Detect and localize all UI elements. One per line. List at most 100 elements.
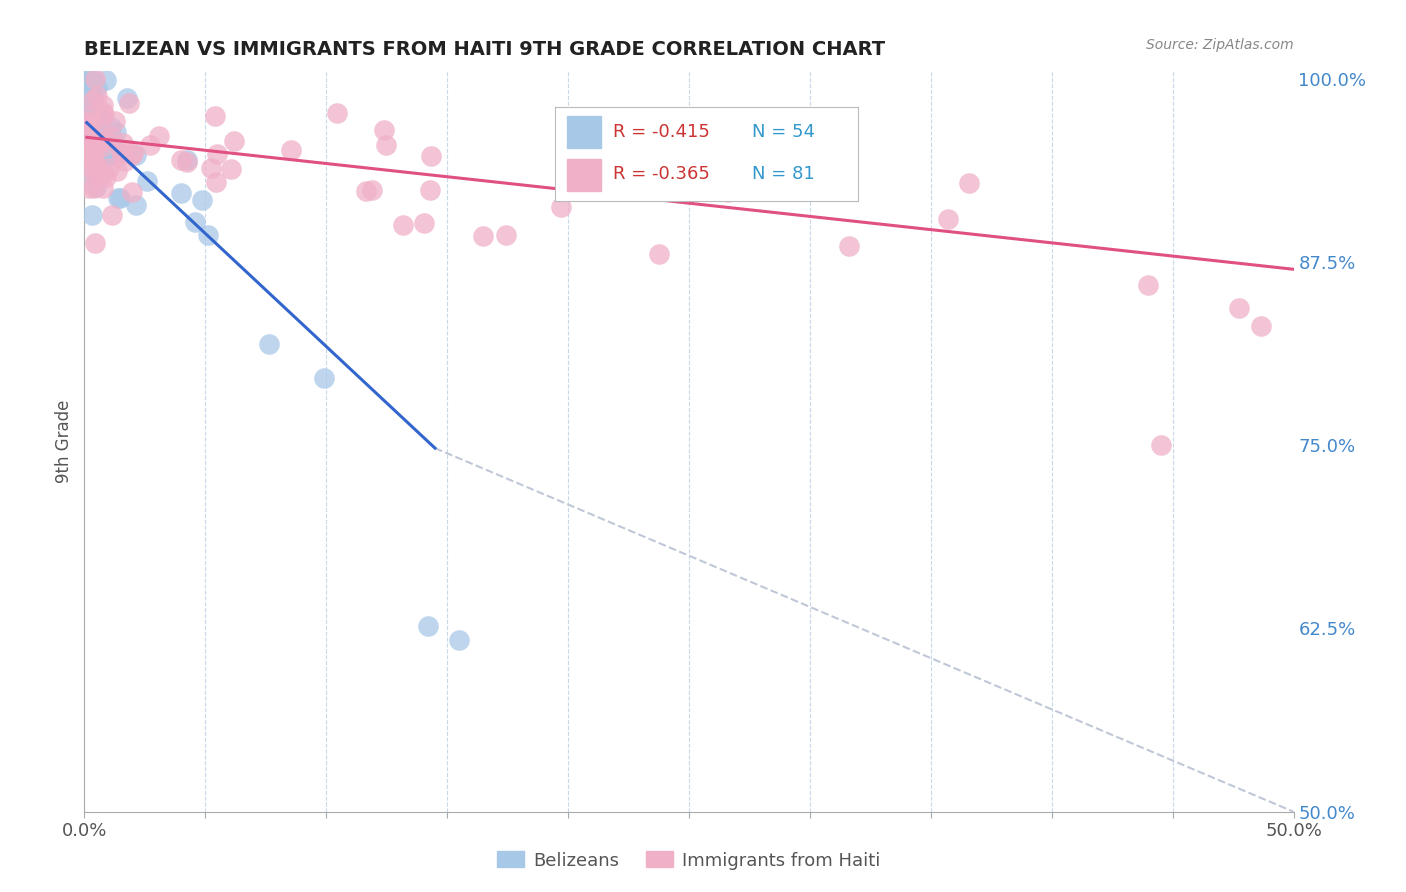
Point bbox=[93, 108, 115, 122]
Legend: Belizeans, Immigrants from Haiti: Belizeans, Immigrants from Haiti bbox=[489, 844, 889, 877]
Point bbox=[80, 146, 103, 161]
Point bbox=[82, 115, 104, 129]
Point bbox=[100, 136, 122, 151]
Point bbox=[82, 93, 104, 107]
Point bbox=[89, 125, 111, 139]
Point bbox=[83, 142, 105, 156]
Point bbox=[82, 132, 104, 146]
Point bbox=[110, 146, 132, 161]
Point bbox=[1149, 438, 1171, 452]
Point bbox=[76, 140, 98, 154]
Point bbox=[101, 146, 124, 161]
Point bbox=[360, 183, 382, 197]
Point bbox=[76, 119, 98, 133]
Point bbox=[82, 89, 104, 103]
Point bbox=[94, 73, 117, 87]
Point bbox=[90, 140, 112, 154]
Point bbox=[84, 180, 107, 194]
Point bbox=[86, 79, 108, 94]
Point bbox=[717, 185, 740, 199]
Point bbox=[76, 104, 98, 119]
Text: R = -0.365: R = -0.365 bbox=[613, 166, 710, 184]
Point bbox=[100, 120, 122, 135]
Point bbox=[76, 115, 98, 129]
Point bbox=[76, 125, 98, 139]
Point bbox=[77, 181, 100, 195]
Point bbox=[114, 153, 136, 168]
Point bbox=[138, 138, 160, 153]
Point bbox=[77, 75, 100, 89]
Point bbox=[204, 175, 226, 189]
Point bbox=[96, 169, 118, 184]
Text: BELIZEAN VS IMMIGRANTS FROM HAITI 9TH GRADE CORRELATION CHART: BELIZEAN VS IMMIGRANTS FROM HAITI 9TH GR… bbox=[84, 39, 886, 59]
Point bbox=[416, 618, 439, 632]
Point bbox=[419, 183, 441, 197]
Point bbox=[80, 81, 103, 95]
Point bbox=[76, 145, 98, 160]
Point bbox=[80, 142, 103, 156]
Point bbox=[84, 158, 107, 172]
Point bbox=[79, 120, 101, 134]
Text: N = 54: N = 54 bbox=[752, 123, 815, 141]
Point bbox=[84, 147, 107, 161]
Point bbox=[472, 228, 495, 243]
Point bbox=[104, 114, 127, 128]
Point bbox=[86, 106, 108, 120]
Point bbox=[89, 108, 111, 122]
Point bbox=[197, 227, 219, 242]
Point bbox=[79, 145, 101, 160]
Point bbox=[76, 108, 98, 122]
Point bbox=[83, 181, 105, 195]
Point bbox=[91, 167, 114, 181]
Point bbox=[84, 71, 107, 86]
Point bbox=[176, 154, 198, 169]
Point bbox=[374, 138, 396, 153]
Point bbox=[412, 216, 434, 230]
Point bbox=[80, 71, 103, 86]
Point bbox=[354, 184, 377, 198]
Point bbox=[79, 108, 101, 122]
Point bbox=[87, 121, 110, 136]
Point bbox=[136, 174, 159, 188]
Point bbox=[100, 146, 122, 161]
Point bbox=[76, 124, 98, 138]
Point bbox=[495, 228, 517, 243]
Point bbox=[176, 153, 198, 168]
Point bbox=[1250, 319, 1272, 334]
Point bbox=[117, 96, 139, 111]
Point bbox=[77, 95, 100, 109]
Point bbox=[170, 153, 193, 168]
Y-axis label: 9th Grade: 9th Grade bbox=[55, 400, 73, 483]
Point bbox=[91, 105, 114, 120]
Point bbox=[312, 370, 335, 384]
Point bbox=[101, 208, 124, 222]
Point bbox=[79, 112, 101, 127]
Point bbox=[204, 109, 226, 123]
Point bbox=[79, 144, 101, 158]
Point bbox=[419, 149, 441, 163]
Point bbox=[77, 71, 100, 86]
Point bbox=[105, 163, 128, 178]
Point bbox=[191, 193, 214, 207]
Point bbox=[115, 91, 138, 105]
Point bbox=[392, 218, 415, 232]
Point bbox=[96, 133, 118, 147]
Point bbox=[83, 235, 105, 250]
Point bbox=[97, 149, 120, 163]
Point bbox=[121, 185, 143, 199]
Point bbox=[86, 169, 108, 184]
Point bbox=[82, 153, 104, 167]
Point bbox=[112, 136, 135, 150]
Point bbox=[76, 161, 98, 176]
Bar bbox=[568, 116, 600, 148]
Point bbox=[76, 130, 98, 145]
Point bbox=[280, 143, 302, 157]
Point bbox=[76, 143, 98, 157]
Point bbox=[82, 169, 104, 183]
Point bbox=[79, 127, 101, 141]
Point bbox=[373, 123, 395, 137]
Point bbox=[84, 157, 107, 171]
Point bbox=[91, 180, 114, 194]
Point bbox=[207, 146, 229, 161]
Text: R = -0.415: R = -0.415 bbox=[613, 123, 710, 141]
